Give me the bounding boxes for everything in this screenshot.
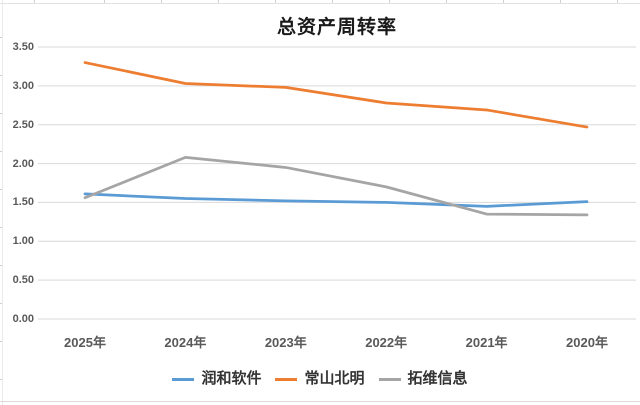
legend-line-marker bbox=[172, 377, 195, 381]
legend-label: 润和软件 bbox=[201, 371, 262, 387]
legend-item[interactable]: 润和软件 bbox=[172, 370, 261, 388]
x-tick-label: 2023年 bbox=[264, 335, 307, 350]
y-tick-label: 2.50 bbox=[12, 118, 34, 131]
y-tick-label: 3.00 bbox=[12, 79, 34, 92]
y-tick-label: 3.50 bbox=[12, 41, 34, 53]
y-tick-label: 1.00 bbox=[12, 235, 34, 248]
series-line-拓维信息 bbox=[83, 155, 589, 217]
legend-label: 常山北明 bbox=[304, 371, 365, 387]
x-tick-label: 2024年 bbox=[164, 335, 207, 350]
sheet-gridline-bottom bbox=[0, 401, 640, 402]
x-tick-label: 2025年 bbox=[64, 335, 106, 350]
y-tick-label: 1.50 bbox=[12, 196, 34, 209]
x-tick-label: 2022年 bbox=[365, 335, 408, 350]
x-tick-label: 2020年 bbox=[566, 335, 608, 350]
y-tick-label: 2.00 bbox=[12, 157, 34, 170]
sheet-gridline-top bbox=[0, 0, 640, 4]
series-line-润和软件 bbox=[83, 192, 589, 208]
y-tick-label: 0.00 bbox=[12, 313, 34, 325]
legend-label: 拓维信息 bbox=[407, 371, 468, 387]
legend-line-marker bbox=[378, 377, 401, 381]
y-tick-label: 0.50 bbox=[12, 274, 34, 287]
chart-title: 总资产周转率 bbox=[276, 17, 397, 38]
x-tick-label: 2021年 bbox=[465, 335, 508, 350]
chart-legend: 润和软件 常山北明 拓维信息 bbox=[0, 368, 640, 390]
series-line-常山北明 bbox=[83, 61, 589, 129]
sheet-gridline-left bbox=[0, 0, 3, 405]
legend-item[interactable]: 拓维信息 bbox=[378, 370, 468, 388]
legend-item[interactable]: 常山北明 bbox=[275, 370, 365, 388]
legend-line-marker bbox=[275, 377, 298, 381]
